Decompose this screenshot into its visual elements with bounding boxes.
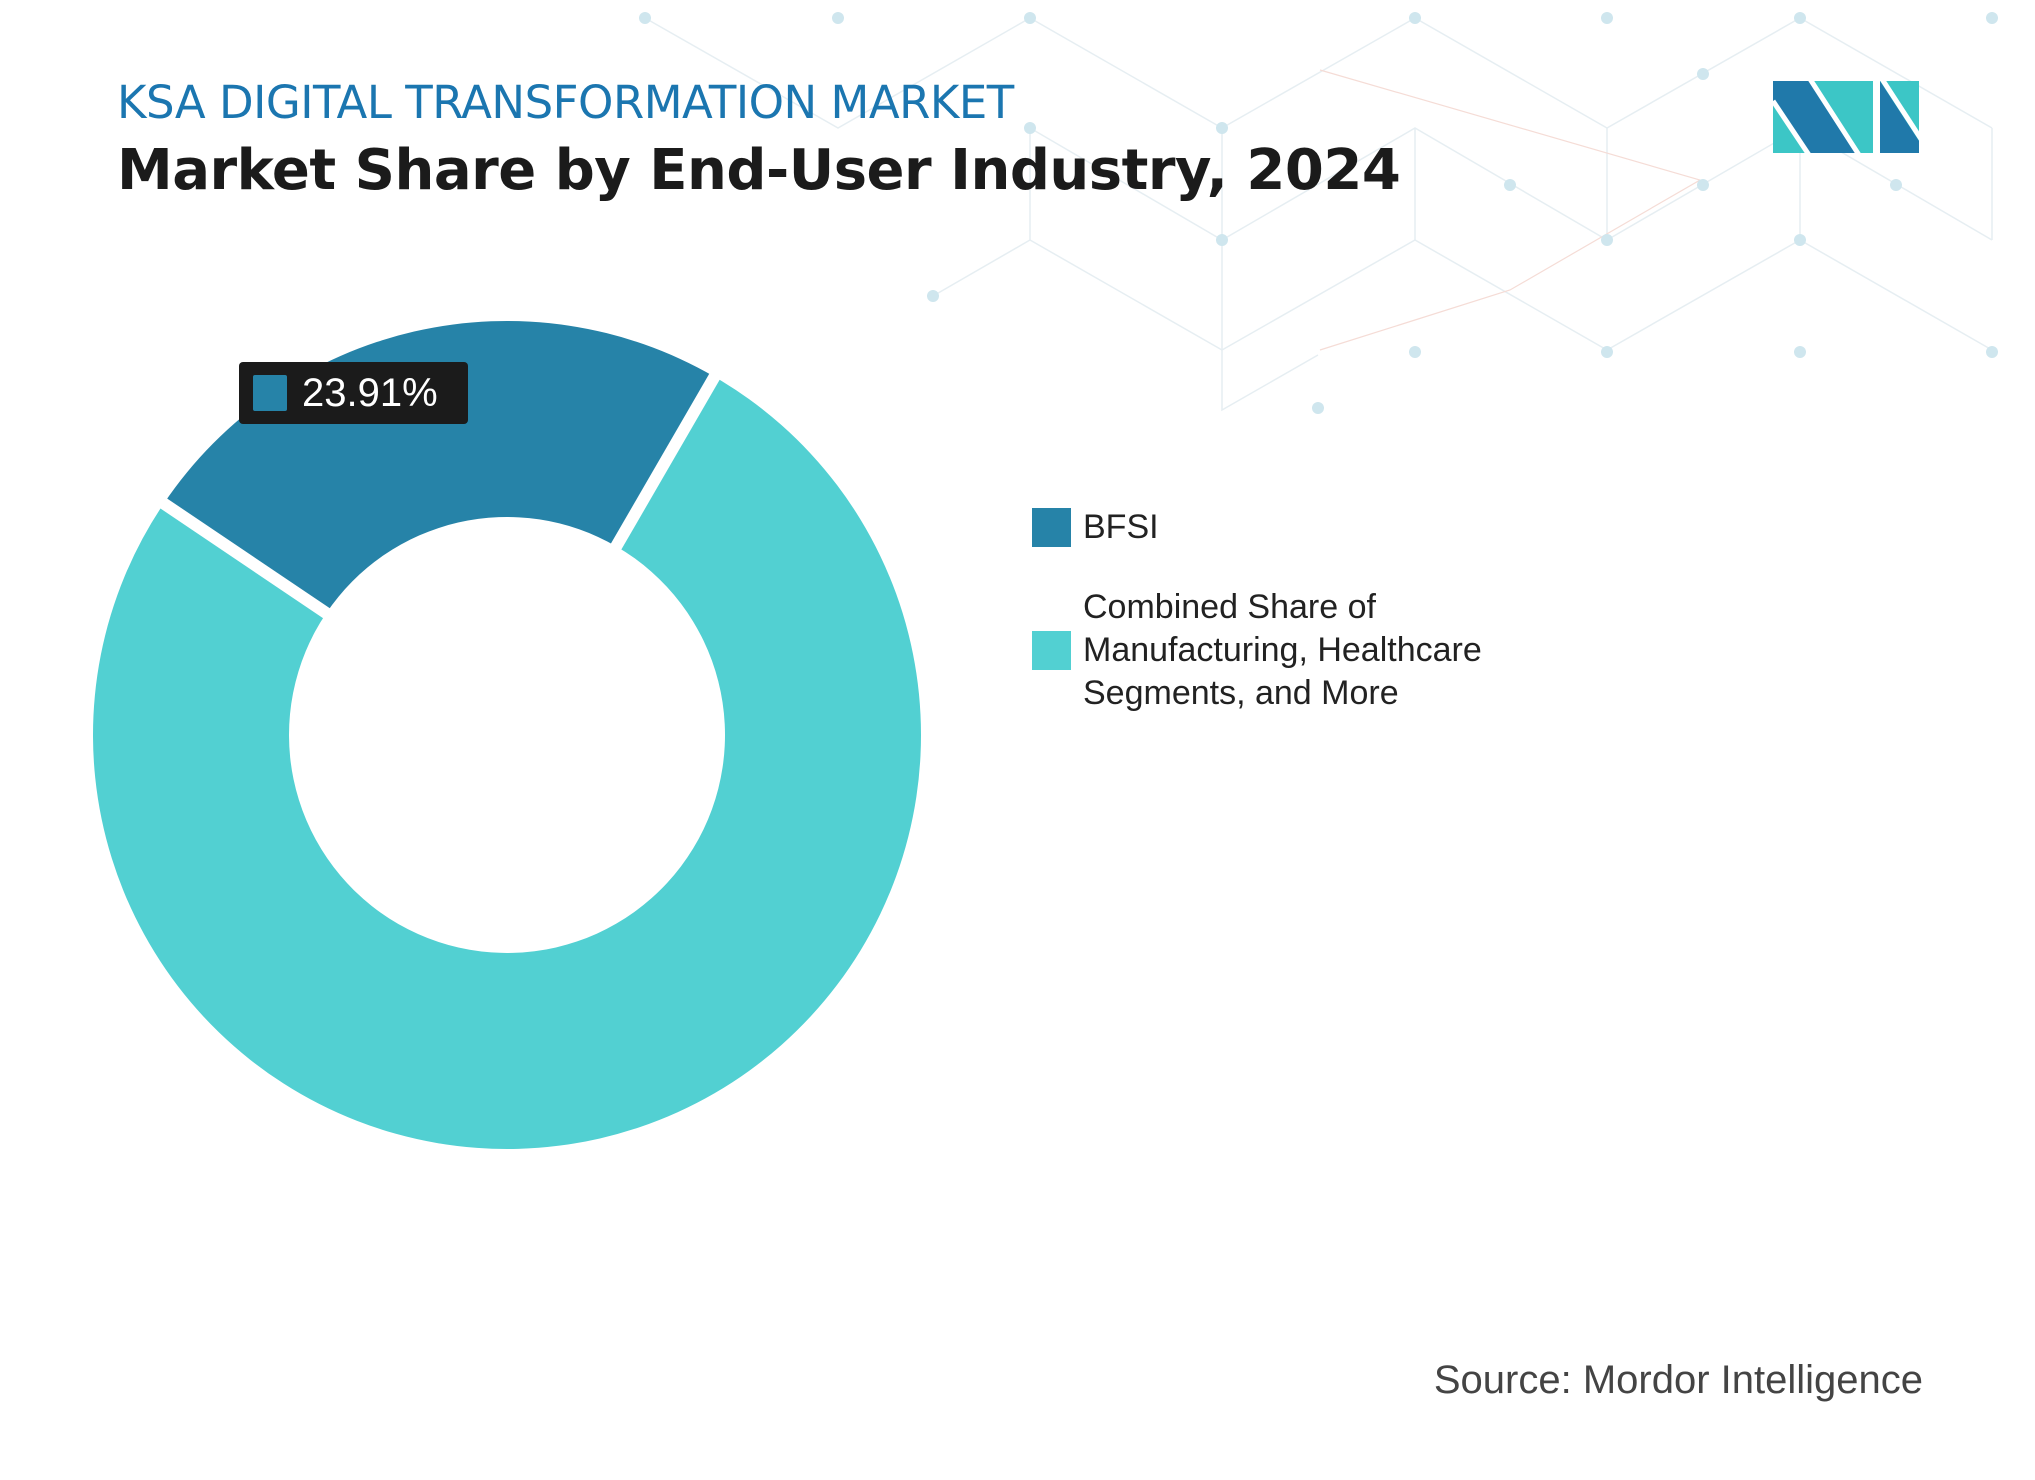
label-swatch bbox=[253, 375, 287, 411]
legend-item-combined[interactable]: Combined Share of Manufacturing, Healthc… bbox=[1032, 586, 1583, 715]
data-label-bfsi: 23.91% bbox=[239, 362, 468, 424]
legend-label: BFSI bbox=[1083, 508, 1159, 546]
donut-slice-combined[interactable] bbox=[93, 376, 922, 1150]
market-kicker: KSA DIGITAL TRANSFORMATION MARKET bbox=[117, 76, 1014, 129]
legend-item-bfsi[interactable]: BFSI bbox=[1032, 506, 1603, 549]
mordor-intelligence-logo bbox=[1773, 81, 1919, 153]
slice-separator bbox=[608, 369, 723, 554]
slice-separator bbox=[156, 495, 334, 621]
legend-swatch bbox=[1032, 631, 1071, 670]
legend-label: Combined Share of Manufacturing, Healthc… bbox=[1083, 588, 1482, 712]
legend-swatch bbox=[1032, 508, 1071, 547]
data-label-text: 23.91% bbox=[302, 370, 438, 415]
source-note: Source: Mordor Intelligence bbox=[1433, 1358, 1923, 1402]
chart-title: Market Share by End-User Industry, 2024 bbox=[117, 138, 1401, 203]
